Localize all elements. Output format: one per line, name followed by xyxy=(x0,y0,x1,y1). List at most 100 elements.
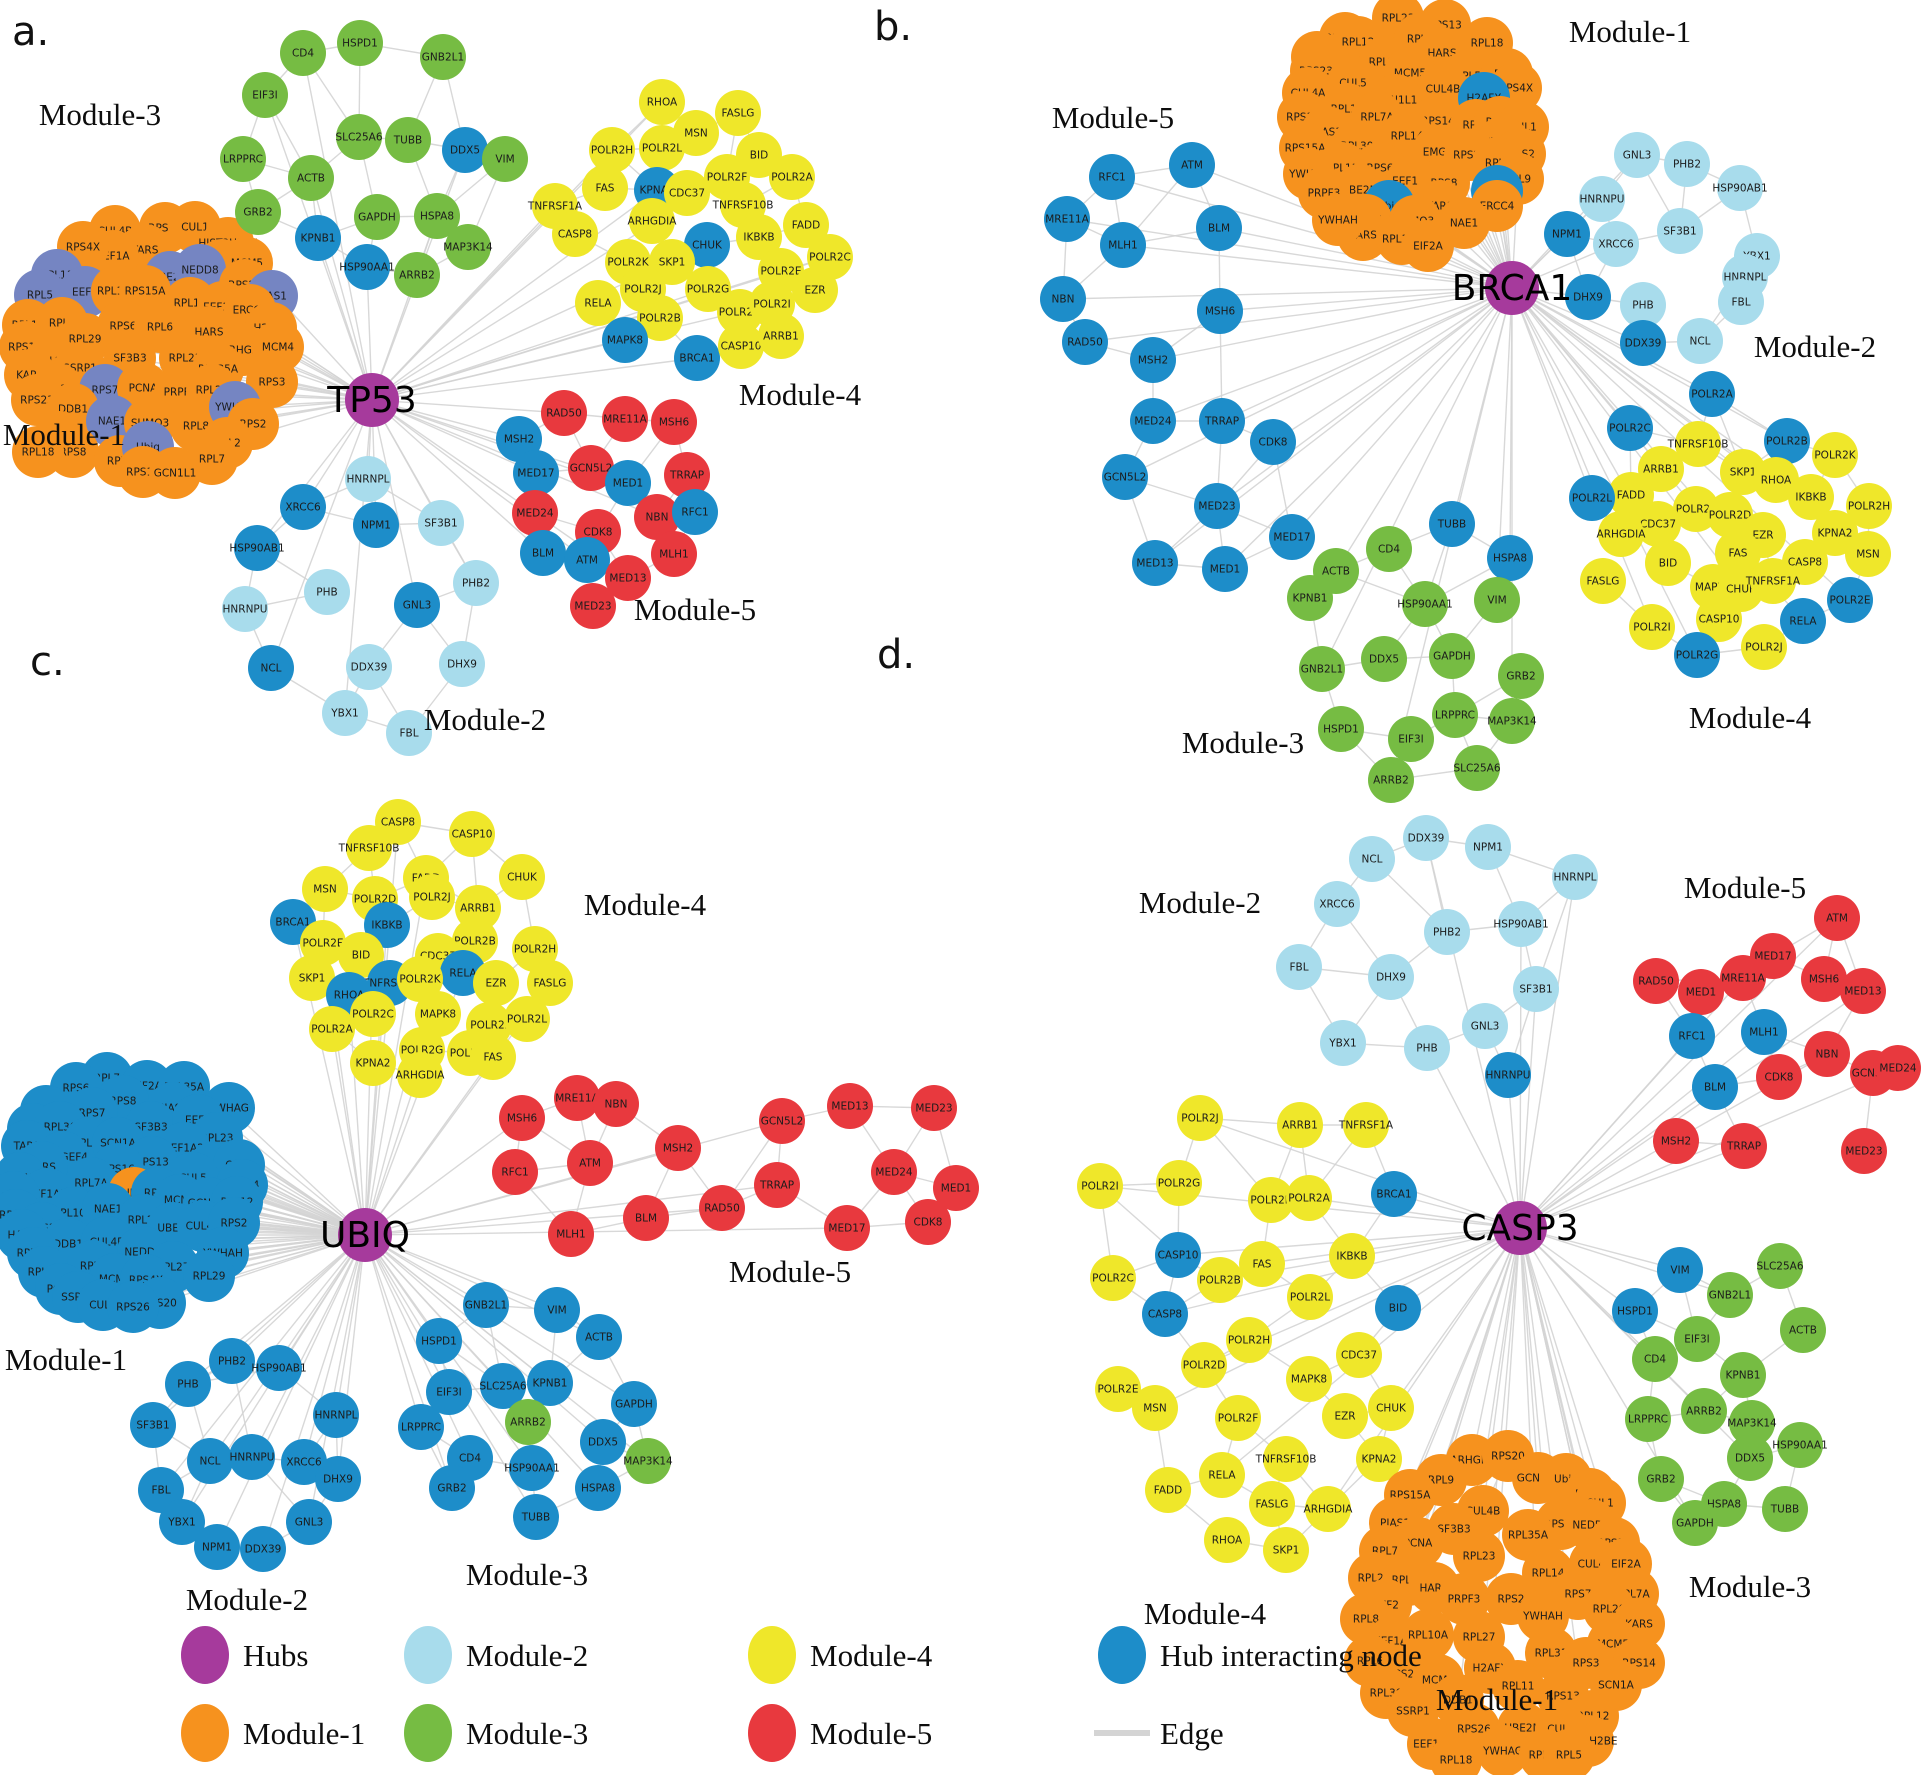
node-FADD xyxy=(1608,472,1654,518)
node-LRPPRC xyxy=(398,1404,444,1450)
node-MSN xyxy=(1845,531,1891,577)
edge xyxy=(1111,176,1513,289)
node-FBL xyxy=(1718,279,1764,325)
node-IKBKB xyxy=(1788,474,1834,520)
node-ARHGDIA xyxy=(629,198,675,244)
node-BID xyxy=(736,132,782,178)
edge xyxy=(270,399,373,669)
node-YBX1 xyxy=(322,690,368,736)
node-MED1 xyxy=(1678,969,1724,1015)
node-CDK8 xyxy=(1250,419,1296,465)
node-POLR2H xyxy=(589,127,635,173)
legend-label-Hub interacting node: Hub interacting node xyxy=(1160,1638,1422,1673)
legend-label-Module-4: Module-4 xyxy=(810,1638,933,1673)
node-FAS xyxy=(582,165,628,211)
node-MSH6 xyxy=(1801,956,1847,1002)
node-MAPK8 xyxy=(1286,1356,1332,1402)
legend-swatch-Hub interacting node xyxy=(1098,1626,1146,1684)
node-RPL18 xyxy=(12,426,64,478)
module-label-d-Module-5: Module-5 xyxy=(1684,870,1806,905)
node-GCN5L2 xyxy=(568,445,614,491)
node-MAP3K14 xyxy=(625,1438,671,1484)
node-NBN xyxy=(1804,1031,1850,1077)
node-POLR2H xyxy=(1846,483,1892,529)
edge xyxy=(1471,1227,1521,1461)
node-RAD50 xyxy=(541,390,587,436)
node-KPNB1 xyxy=(1720,1352,1766,1398)
node-DDX39 xyxy=(1620,320,1666,366)
node-SLC25A6 xyxy=(336,114,382,160)
node-VIM xyxy=(534,1287,580,1333)
edge xyxy=(256,399,373,549)
edge xyxy=(1519,876,1576,1229)
module-label-c-Module-5: Module-5 xyxy=(729,1254,851,1289)
node-PHB2 xyxy=(1664,141,1710,187)
node-MED23 xyxy=(570,583,616,629)
node-SF3B1 xyxy=(1657,208,1703,254)
node-POLR2E xyxy=(1827,577,1873,623)
node-GNL3 xyxy=(286,1499,332,1545)
node-SLC25A6 xyxy=(1454,745,1500,791)
node-GAPDH xyxy=(354,194,400,240)
node-NBN xyxy=(1040,276,1086,322)
node-FBL xyxy=(1276,944,1322,990)
node-BLM xyxy=(520,530,566,576)
node-TUBB xyxy=(1762,1486,1808,1532)
node-NPM1 xyxy=(353,502,399,548)
node-NCL xyxy=(1349,836,1395,882)
edge xyxy=(1519,1031,1765,1229)
edge xyxy=(1152,287,1513,422)
node-GAPDH xyxy=(1429,633,1475,679)
node-NCL xyxy=(187,1438,233,1484)
node-HNRNPU xyxy=(1579,176,1625,222)
node-POLR2G xyxy=(685,266,731,312)
module-label-a-Module-4: Module-4 xyxy=(739,377,862,412)
edge xyxy=(1062,287,1513,300)
edge xyxy=(371,399,544,554)
node-GNB2L1 xyxy=(420,34,466,80)
node-IKBKB xyxy=(1329,1233,1375,1279)
node-ARRB2 xyxy=(1368,757,1414,803)
node-KPNA2 xyxy=(1812,510,1858,556)
edge xyxy=(1511,287,1593,499)
node-MED13 xyxy=(605,555,651,601)
node-CASP8 xyxy=(1142,1291,1188,1337)
legend-swatch-Module-3 xyxy=(404,1704,452,1762)
node-RFC1 xyxy=(672,489,718,535)
node-CDC37 xyxy=(664,170,710,216)
node-POLR2I xyxy=(1077,1163,1123,1209)
node-SKP1 xyxy=(1263,1527,1309,1573)
node-MRE11A xyxy=(1044,196,1090,242)
node-GNB2L1 xyxy=(1299,646,1345,692)
node-POLR2J xyxy=(409,874,455,920)
node-MSH2 xyxy=(1653,1118,1699,1164)
edge xyxy=(310,177,373,401)
node-BLM xyxy=(1692,1064,1738,1110)
node-BID xyxy=(338,932,384,978)
node-GNL3 xyxy=(1614,132,1660,178)
node-CDK8 xyxy=(1756,1054,1802,1100)
node-POLR2L xyxy=(639,125,685,171)
node-MAP3K14 xyxy=(1489,698,1535,744)
edge xyxy=(216,1234,366,1548)
node-MED13 xyxy=(1840,968,1886,1014)
node-FASLG xyxy=(1580,558,1626,604)
node-RHOA xyxy=(1753,457,1799,503)
module-label-b-Module-1: Module-1 xyxy=(1569,14,1691,49)
node-HSPD1 xyxy=(1318,706,1364,752)
node-POLR2L xyxy=(504,996,550,1042)
node-PHB xyxy=(1404,1025,1450,1071)
edge xyxy=(371,399,537,474)
node-POLR2G xyxy=(1156,1160,1202,1206)
edge xyxy=(228,1107,366,1236)
node-MSN xyxy=(302,866,348,912)
node-BRCA1 xyxy=(674,335,720,381)
edge xyxy=(231,1234,366,1362)
edge xyxy=(317,237,373,401)
edge xyxy=(1519,1145,1745,1229)
node-POLR2A xyxy=(1689,371,1735,417)
node-CDC37 xyxy=(1635,501,1681,547)
node-HSP90AB1 xyxy=(1717,165,1763,211)
node-ARHGDIA xyxy=(1305,1486,1351,1532)
